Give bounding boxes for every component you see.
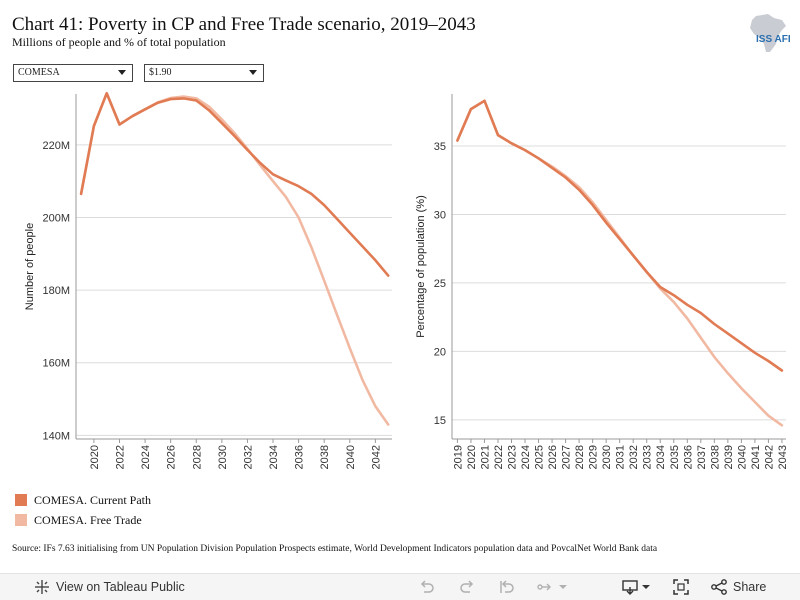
x-tick-label: 2027 <box>561 445 573 469</box>
x-tick-label: 2040 <box>345 445 357 469</box>
x-tick-label: 2030 <box>217 445 229 469</box>
x-tick-label: 2020 <box>466 445 478 469</box>
x-tick-label: 2022 <box>493 445 505 469</box>
refresh-icon <box>537 583 551 591</box>
x-tick-label: 2028 <box>191 445 203 469</box>
y-tick-label: 160M <box>42 358 70 370</box>
series-line-current-path <box>456 99 784 372</box>
tableau-toolbar: View on Tableau Public <box>0 573 800 600</box>
legend-swatch <box>15 514 27 526</box>
y-tick-label: 15 <box>434 415 446 427</box>
x-tick-label: 2021 <box>479 445 491 469</box>
x-tick-label: 2038 <box>709 445 721 469</box>
x-tick-label: 2019 <box>452 445 464 469</box>
series-line-free-trade <box>456 99 784 427</box>
share-icon <box>711 579 727 595</box>
x-tick-label: 2038 <box>319 445 331 469</box>
chevron-down-icon <box>118 70 126 75</box>
revert-button[interactable] <box>498 574 516 600</box>
x-tick-label: 2035 <box>669 445 681 469</box>
chart-subtitle: Millions of people and % of total popula… <box>12 35 226 49</box>
chart-title: Chart 41: Poverty in CP and Free Trade s… <box>12 14 476 35</box>
y-tick-label: 35 <box>434 141 446 153</box>
chevron-down-icon <box>642 585 650 589</box>
view-on-tableau-label: View on Tableau Public <box>56 580 185 594</box>
view-on-tableau-button[interactable]: View on Tableau Public <box>33 574 185 600</box>
x-tick-label: 2032 <box>628 445 640 469</box>
x-tick-label: 2041 <box>750 445 762 469</box>
x-tick-label: 2031 <box>615 445 627 469</box>
legend: COMESA. Current Path COMESA. Free Trade <box>15 490 151 530</box>
refresh-button[interactable] <box>536 574 568 600</box>
y-tick-label: 220M <box>42 140 70 152</box>
legend-swatch <box>15 494 27 506</box>
africa-map-logo-icon <box>750 14 786 52</box>
undo-button[interactable] <box>418 574 436 600</box>
share-label: Share <box>733 580 767 594</box>
x-tick-label: 2037 <box>696 445 708 469</box>
series-line-current-path <box>79 92 390 277</box>
x-tick-label: 2030 <box>601 445 613 469</box>
fullscreen-button[interactable] <box>672 574 690 600</box>
y-axis-label: Number of people <box>24 223 36 310</box>
region-select-value: COMESA <box>18 67 60 78</box>
x-tick-label: 2025 <box>534 445 546 469</box>
chevron-down-icon <box>559 585 567 589</box>
source-note: Source: IFs 7.63 initialising from UN Po… <box>12 544 658 554</box>
download-icon <box>622 580 638 595</box>
tableau-logo-icon <box>35 580 49 594</box>
x-tick-label: 2034 <box>268 445 280 469</box>
x-tick-label: 2040 <box>736 445 748 469</box>
fullscreen-icon <box>673 579 689 595</box>
x-tick-label: 2026 <box>166 445 178 469</box>
y-axis-label: Percentage of population (%) <box>415 195 427 337</box>
x-tick-label: 2024 <box>520 445 532 469</box>
revert-icon <box>500 580 514 593</box>
legend-item-free-trade[interactable]: COMESA. Free Trade <box>15 510 151 530</box>
legend-label: COMESA. Free Trade <box>34 512 142 527</box>
legend-item-current-path[interactable]: COMESA. Current Path <box>15 490 151 510</box>
y-tick-label: 30 <box>434 209 446 221</box>
y-tick-label: 20 <box>434 346 446 358</box>
undo-icon <box>420 580 434 593</box>
logo-text: ISS AFI <box>756 34 791 45</box>
x-tick-label: 2026 <box>547 445 559 469</box>
x-tick-label: 2036 <box>682 445 694 469</box>
x-tick-label: 2029 <box>588 445 600 469</box>
x-tick-label: 2043 <box>777 445 789 469</box>
chevron-down-icon <box>249 70 257 75</box>
x-tick-label: 2042 <box>763 445 775 469</box>
x-tick-label: 2039 <box>723 445 735 469</box>
region-select[interactable]: COMESA <box>13 64 133 82</box>
x-tick-label: 2022 <box>114 445 126 469</box>
y-tick-label: 180M <box>42 285 70 297</box>
x-tick-label: 2028 <box>574 445 586 469</box>
x-tick-label: 2032 <box>242 445 254 469</box>
share-button[interactable]: Share <box>710 574 766 600</box>
redo-button[interactable] <box>458 574 476 600</box>
y-tick-label: 200M <box>42 212 70 224</box>
poverty-line-select[interactable]: $1.90 <box>144 64 264 82</box>
x-tick-label: 2020 <box>89 445 101 469</box>
download-button[interactable] <box>621 574 651 600</box>
x-tick-label: 2023 <box>506 445 518 469</box>
legend-label: COMESA. Current Path <box>34 492 151 507</box>
x-tick-label: 2024 <box>140 445 152 469</box>
y-tick-label: 140M <box>42 430 70 442</box>
y-tick-label: 25 <box>434 278 446 290</box>
x-tick-label: 2034 <box>655 445 667 469</box>
x-tick-label: 2042 <box>370 445 382 469</box>
x-tick-label: 2033 <box>642 445 654 469</box>
redo-icon <box>460 580 474 593</box>
x-tick-label: 2036 <box>294 445 306 469</box>
poverty-line-select-value: $1.90 <box>149 67 172 78</box>
